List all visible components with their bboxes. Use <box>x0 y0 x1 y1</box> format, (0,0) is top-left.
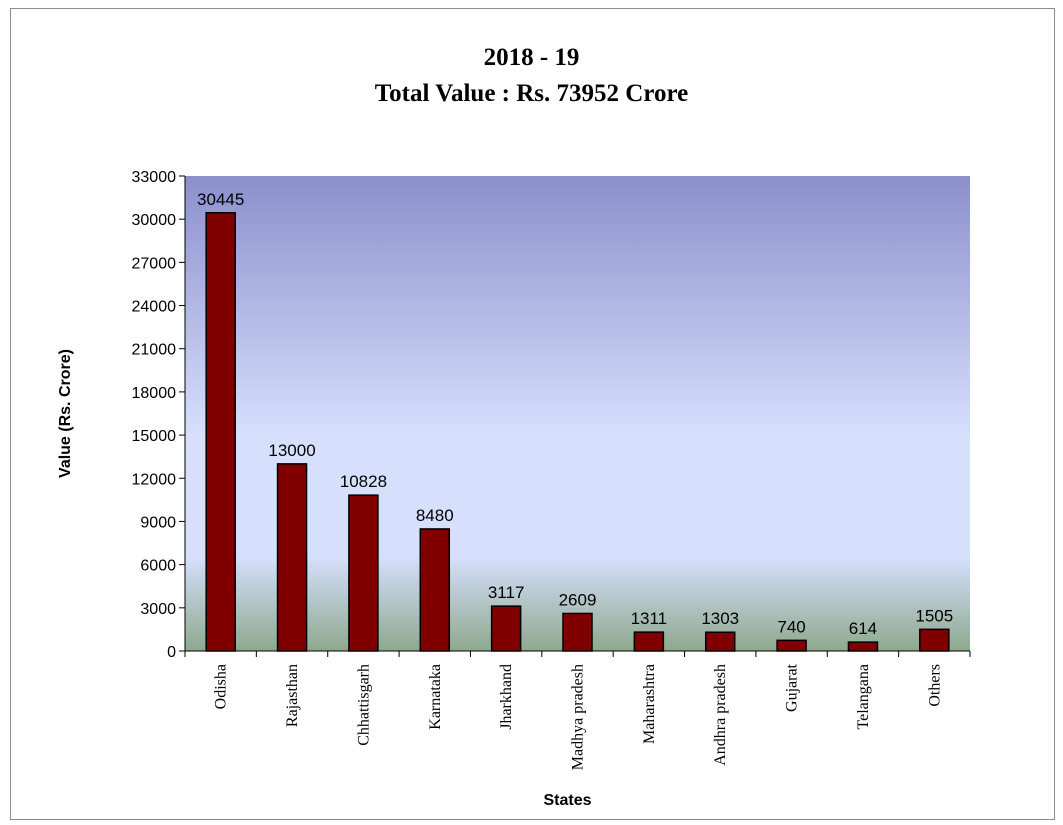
bar <box>919 628 950 652</box>
data-label: 614 <box>849 619 877 638</box>
y-tick-label: 33000 <box>132 169 177 186</box>
data-label: 1311 <box>631 609 668 628</box>
y-tick-label: 24000 <box>132 299 177 316</box>
x-tick-label: Maharashtra <box>641 664 658 744</box>
y-tick-label: 3000 <box>140 601 176 618</box>
bar <box>205 212 236 652</box>
x-tick-label: Jharkhand <box>498 664 515 730</box>
data-label: 13000 <box>268 441 315 460</box>
x-tick-label: Madhya pradesh <box>570 664 587 770</box>
y-tick-label: 15000 <box>132 428 177 445</box>
chart-subtitle: Total Value : Rs. 73952 Crore <box>374 80 689 107</box>
y-tick-label: 0 <box>167 644 176 661</box>
x-tick-label: Gujarat <box>784 663 801 712</box>
x-tick-label: Rajasthan <box>284 664 301 727</box>
y-tick-label: 30000 <box>132 212 177 229</box>
y-tick-label: 12000 <box>132 471 177 488</box>
bar <box>348 494 379 652</box>
x-tick-label: Odisha <box>213 664 230 709</box>
plot-area <box>185 176 970 651</box>
bar <box>847 641 879 652</box>
y-tick-label: 9000 <box>140 514 176 531</box>
chart-title: 2018 - 19 <box>483 44 580 71</box>
bar <box>419 528 451 652</box>
bar <box>633 631 665 652</box>
x-tick-label: Karnataka <box>427 664 444 730</box>
y-tick-label: 21000 <box>132 342 177 359</box>
y-tick-label: 18000 <box>132 385 177 402</box>
x-tick-label: Others <box>926 664 943 707</box>
x-tick-label: Andhra pradesh <box>712 664 729 766</box>
data-label: 8480 <box>416 506 454 525</box>
data-label: 10828 <box>340 472 387 491</box>
bar <box>776 639 807 652</box>
data-label: 740 <box>777 617 805 636</box>
data-label: 2609 <box>559 590 597 609</box>
bar <box>490 605 522 652</box>
y-tick-label: 6000 <box>140 558 176 575</box>
data-label: 3117 <box>488 583 525 602</box>
x-axis-title: States <box>543 792 591 809</box>
y-tick-label: 27000 <box>132 255 177 272</box>
bar <box>276 463 308 652</box>
bar <box>562 612 593 652</box>
y-axis-title: Value (Rs. Crore) <box>57 349 74 478</box>
x-tick-label: Telangana <box>855 664 872 730</box>
data-label: 30445 <box>197 190 244 209</box>
x-tick-label: Chhattisgarh <box>355 664 372 746</box>
data-label: 1505 <box>915 606 953 625</box>
bar <box>704 631 736 652</box>
data-label: 1303 <box>701 609 739 628</box>
